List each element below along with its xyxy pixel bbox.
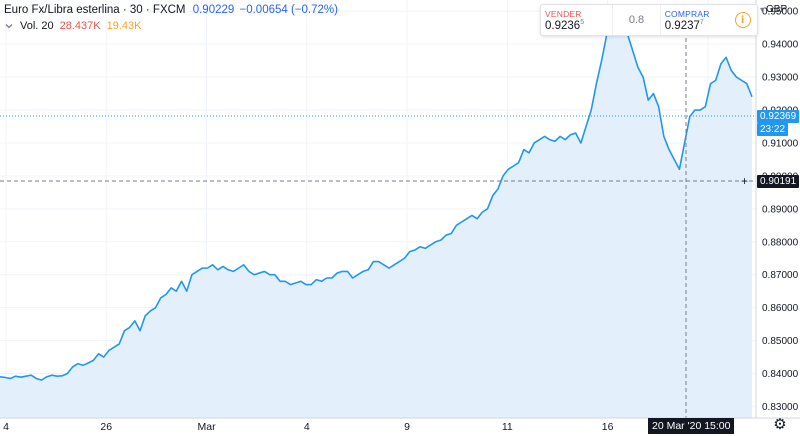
trade-panel: VENDER 0.92365 0.8 COMPRAR 0.92377 i — [540, 4, 758, 36]
sell-price: 0.9236 — [545, 19, 581, 32]
symbol-title[interactable]: Euro Fx/Libra esterlina · 30 · FXCM — [4, 4, 186, 16]
symbol-header: Euro Fx/Libra esterlina · 30 · FXCM 0.90… — [4, 4, 338, 16]
sell-button[interactable]: VENDER 0.92365 — [541, 5, 612, 35]
x-tick-label: 9 — [404, 421, 410, 433]
price-area — [0, 11, 752, 418]
x-tick-label: Mar — [197, 421, 216, 433]
info-button[interactable]: i — [728, 5, 757, 35]
info-icon: i — [734, 12, 751, 28]
sell-label: VENDER — [545, 8, 582, 19]
y-tick-label: 0.93000 — [762, 73, 799, 84]
y-tick-label: 0.89000 — [762, 204, 799, 215]
price-axis[interactable]: 0.950000.940000.930000.920000.910000.900… — [762, 7, 799, 413]
gear-icon[interactable]: ⚙ — [773, 415, 787, 433]
last-value: 0.90229 — [192, 4, 235, 16]
y-tick-label: 0.88000 — [762, 237, 799, 248]
bar-countdown-tag: 23:22 — [757, 123, 789, 136]
time-axis[interactable]: 426Mar49111618 — [3, 421, 714, 433]
y-tick-label: 0.83000 — [762, 402, 799, 413]
x-tick-label: 4 — [3, 421, 9, 433]
crosshair-time-tag: 20 Mar '20 15:00 — [648, 418, 735, 434]
buy-price: 0.9237 — [664, 19, 700, 32]
x-tick-label: 16 — [602, 421, 614, 433]
volume-label: Vol. 20 — [20, 20, 54, 32]
y-tick-label: 0.95000 — [762, 7, 799, 18]
buy-button[interactable]: COMPRAR 0.92377 — [661, 5, 729, 35]
spread-value: 0.8 — [612, 5, 661, 35]
currency-label: GBP — [766, 4, 788, 15]
y-tick-label: 0.87000 — [762, 270, 799, 281]
y-tick-label: 0.84000 — [762, 369, 799, 380]
crosshair-price-tag: 0.90191 — [757, 175, 800, 188]
last-price-tag: 0.92369 — [757, 110, 800, 123]
y-tick-label: 0.85000 — [762, 336, 799, 347]
volume-ma-value: 19.43K — [106, 20, 142, 32]
buy-pip: 7 — [699, 18, 704, 26]
y-tick-label: 0.91000 — [762, 138, 799, 149]
x-tick-label: 11 — [502, 421, 513, 433]
sell-pip: 5 — [580, 18, 585, 26]
x-tick-label: 4 — [304, 421, 310, 433]
currency-selector[interactable]: ▾ GBP — [760, 4, 787, 15]
y-tick-label: 0.86000 — [762, 303, 799, 314]
plus-icon[interactable]: + — [740, 174, 748, 188]
buy-label: COMPRAR — [664, 8, 710, 19]
y-tick-label: 0.94000 — [762, 40, 799, 51]
change-value: −0.00654 (−0.72%) — [239, 4, 338, 16]
chevron-down-icon[interactable] — [4, 21, 14, 31]
chevron-down-icon: ▾ — [760, 5, 765, 14]
volume-legend: Vol. 20 28.437K 19.43K — [4, 20, 142, 32]
volume-value: 28.437K — [59, 20, 101, 32]
x-tick-label: 26 — [100, 421, 112, 433]
